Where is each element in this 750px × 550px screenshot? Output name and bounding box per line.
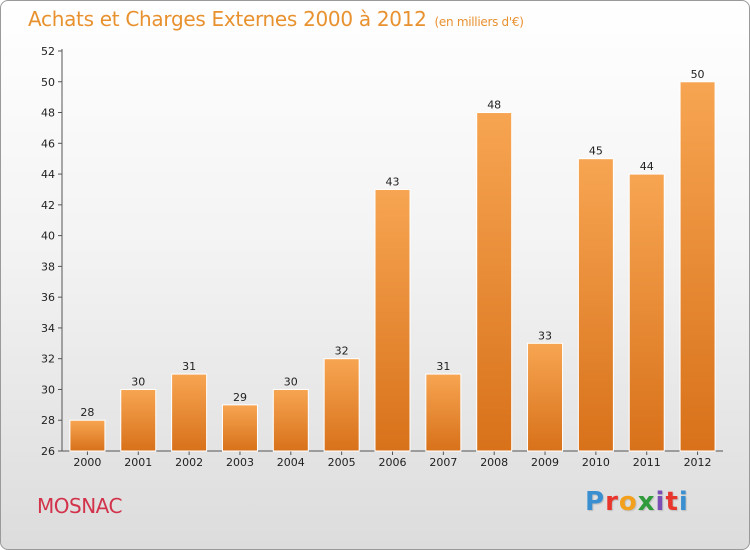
x-tick-label: 2010 bbox=[582, 456, 610, 469]
data-label: 32 bbox=[335, 345, 349, 358]
y-tick-label: 30 bbox=[41, 383, 55, 396]
bar bbox=[171, 373, 208, 452]
x-tick-label: 2009 bbox=[531, 456, 559, 469]
data-label: 50 bbox=[691, 68, 705, 81]
bar bbox=[476, 112, 513, 452]
y-tick-label: 42 bbox=[41, 199, 55, 212]
logo-letter: x bbox=[637, 487, 656, 517]
logo-letter: o bbox=[618, 487, 638, 517]
y-tick-label: 34 bbox=[41, 322, 55, 335]
y-tick-label: 36 bbox=[41, 291, 55, 304]
data-label: 30 bbox=[131, 375, 145, 388]
bars bbox=[69, 81, 716, 452]
logo-letter: r bbox=[605, 487, 619, 517]
x-tick-label: 2003 bbox=[226, 456, 254, 469]
x-tick-label: 2006 bbox=[379, 456, 407, 469]
data-label: 33 bbox=[538, 329, 552, 342]
data-label: 29 bbox=[233, 391, 247, 404]
y-tick-label: 28 bbox=[41, 414, 55, 427]
x-tick-label: 2011 bbox=[633, 456, 661, 469]
bar bbox=[679, 81, 716, 452]
x-tick-label: 2002 bbox=[175, 456, 203, 469]
data-label: 30 bbox=[284, 375, 298, 388]
y-tick-label: 40 bbox=[41, 230, 55, 243]
data-label: 48 bbox=[487, 99, 501, 112]
y-tick-label: 46 bbox=[41, 137, 55, 150]
y-tick-label: 52 bbox=[41, 45, 55, 58]
bar bbox=[221, 404, 258, 452]
data-label: 43 bbox=[386, 175, 400, 188]
data-label: 31 bbox=[436, 360, 450, 373]
x-tick-label: 2012 bbox=[684, 456, 712, 469]
x-tick-label: 2005 bbox=[328, 456, 356, 469]
logo-letter: t bbox=[665, 487, 679, 517]
x-tick-label: 2000 bbox=[73, 456, 101, 469]
y-tick-label: 26 bbox=[41, 445, 55, 458]
x-tick-label: 2004 bbox=[277, 456, 305, 469]
bar bbox=[628, 173, 665, 452]
data-label: 31 bbox=[182, 360, 196, 373]
chart-title: Achats et Charges Externes 2000 à 2012 (e… bbox=[28, 7, 524, 31]
y-tick-label: 32 bbox=[41, 353, 55, 366]
x-tick-label: 2007 bbox=[429, 456, 457, 469]
y-tick-label: 38 bbox=[41, 260, 55, 273]
x-tick-label: 2001 bbox=[124, 456, 152, 469]
data-label: 44 bbox=[640, 160, 654, 173]
logo-letter: i bbox=[678, 487, 689, 517]
axes: 26 28 30 32 34 36 38 40 42 44 46 48 50 52 2000 2001 2002… bbox=[41, 45, 723, 469]
logo-letter: i bbox=[655, 487, 666, 517]
bar bbox=[323, 358, 360, 452]
y-tick-label: 44 bbox=[41, 168, 55, 181]
logo-letter: P bbox=[585, 487, 606, 517]
proxiti-logo: Proxiti bbox=[585, 487, 689, 517]
y-tick-label: 50 bbox=[41, 76, 55, 89]
y-tick-label: 48 bbox=[41, 107, 55, 120]
bar bbox=[577, 158, 614, 452]
data-label: 28 bbox=[80, 406, 94, 419]
bar bbox=[272, 388, 309, 452]
bar bbox=[120, 388, 157, 452]
commune-name: MOSNAC bbox=[37, 494, 122, 518]
data-label: 45 bbox=[589, 145, 603, 158]
data-labels: 28 30 31 29 30 32 43 31 48 33 45 44 50 bbox=[80, 68, 704, 419]
bar bbox=[374, 188, 411, 452]
chart-title-main: Achats et Charges Externes 2000 à 2012 bbox=[28, 7, 427, 31]
bar bbox=[527, 342, 564, 452]
chart-title-unit: (en milliers d'€) bbox=[434, 15, 524, 29]
bar bbox=[425, 373, 462, 452]
bar bbox=[69, 419, 106, 452]
x-tick-label: 2008 bbox=[480, 456, 508, 469]
